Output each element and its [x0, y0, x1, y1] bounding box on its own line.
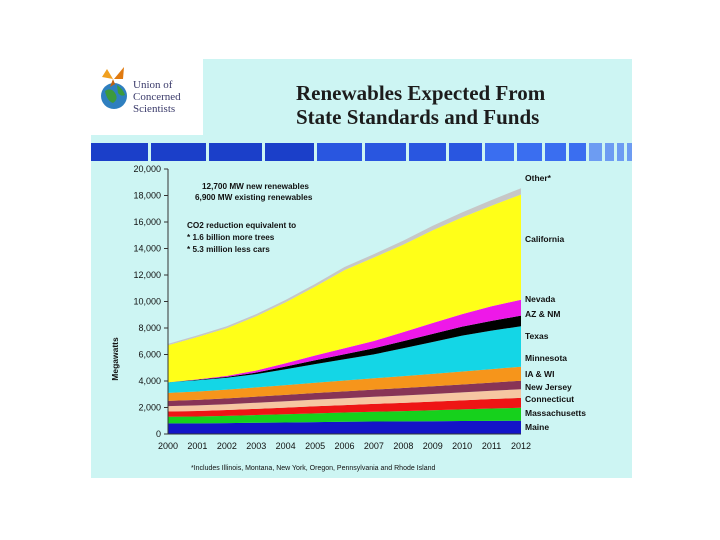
banner-block: [517, 143, 542, 161]
annotation-box: 12,700 MW new renewables 6,900 MW existi…: [187, 182, 313, 254]
x-tick-label: 2002: [217, 441, 237, 451]
y-tick-label: 12,000: [133, 270, 161, 280]
area-maine: [168, 420, 521, 434]
logo-line: Union of: [133, 79, 173, 91]
area-other: [168, 188, 521, 346]
banner-block: [589, 143, 602, 161]
logo-text: Union of Concerned Scientists: [133, 79, 201, 115]
x-tick-label: 2006: [334, 441, 354, 451]
series-label: IA & WI: [525, 369, 554, 379]
area-texas: [168, 326, 521, 393]
banner-block: [569, 143, 586, 161]
x-tick-label: 2010: [452, 441, 472, 451]
y-axis-label: Megawatts: [110, 337, 120, 381]
globe-butterfly-icon: [101, 67, 127, 109]
area-minnesota: [168, 366, 521, 401]
y-tick-label: 8,000: [138, 323, 161, 333]
series-label: Texas: [525, 331, 549, 341]
banner-block: [317, 143, 362, 161]
annotation-line: 6,900 MW existing renewables: [195, 193, 313, 202]
y-tick-label: 2,000: [138, 403, 161, 413]
banner-block: [265, 143, 314, 161]
slide-title: Renewables Expected From State Standards…: [296, 81, 616, 129]
banner-block: [409, 143, 446, 161]
annotation-line: * 1.6 billion more trees: [187, 233, 275, 242]
y-tick-label: 4,000: [138, 376, 161, 386]
logo-line: Concerned: [133, 91, 181, 103]
footnote: *Includes Illinois, Montana, New York, O…: [191, 465, 435, 472]
series-label: Massachusetts: [525, 408, 586, 418]
area-massachusetts: [168, 407, 521, 424]
x-tick-label: 2008: [393, 441, 413, 451]
y-tick-label: 20,000: [133, 164, 161, 174]
banner-block: [627, 143, 632, 161]
y-tick-label: 6,000: [138, 350, 161, 360]
title-line-1: Renewables Expected From: [296, 81, 546, 105]
x-tick-label: 2009: [423, 441, 443, 451]
banner-block: [617, 143, 624, 161]
banner-block: [605, 143, 614, 161]
annotation-line: * 5.3 million less cars: [187, 245, 270, 254]
series-label: Maine: [525, 422, 549, 432]
title-line-2: State Standards and Funds: [296, 105, 540, 129]
banner-block: [91, 143, 148, 161]
area-new-jersey: [168, 389, 521, 412]
chart: 0 2,000 4,000 6,000 8,000 10,000 12,000 14,000 1…: [91, 143, 632, 472]
series-labels: Maine Massachusetts Connecticut New Jersey I…: [525, 173, 586, 432]
x-tick-label: 2007: [364, 441, 384, 451]
annotation-line: 12,700 MW new renewables: [202, 182, 309, 191]
y-tick-label: 14,000: [133, 244, 161, 254]
area-california: [168, 194, 521, 383]
x-tick-label: 2011: [482, 441, 501, 451]
x-tick-label: 2001: [187, 441, 207, 451]
area-nevada: [168, 299, 521, 383]
y-tick-label: 16,000: [133, 217, 161, 227]
banner-block: [485, 143, 514, 161]
series-label: New Jersey: [525, 382, 572, 392]
x-tick-label: 2012: [511, 441, 531, 451]
area-layers: [168, 188, 521, 434]
series-label: California: [525, 234, 564, 244]
x-tick-label: 2003: [246, 441, 266, 451]
series-label: Other*: [525, 173, 552, 183]
y-tick-label: 10,000: [133, 297, 161, 307]
y-tick-label: 0: [156, 429, 161, 439]
series-label: Nevada: [525, 294, 556, 304]
banner-block: [365, 143, 406, 161]
series-label: AZ & NM: [525, 309, 560, 319]
banner-block: [209, 143, 262, 161]
area-ia-wi: [168, 380, 521, 407]
logo: Union of Concerned Scientists: [91, 59, 203, 135]
banner-block: [545, 143, 566, 161]
axes: 0 2,000 4,000 6,000 8,000 10,000 12,000 14,000 1…: [133, 164, 531, 451]
series-label: Connecticut: [525, 394, 574, 404]
logo-line: Scientists: [133, 103, 176, 115]
banner-strip: [91, 143, 632, 161]
x-tick-label: 2005: [305, 441, 325, 451]
annotation-line: CO2 reduction equivalent to: [187, 221, 296, 230]
y-tick-label: 18,000: [133, 191, 161, 201]
area-az-nm: [168, 315, 521, 383]
area-connecticut: [168, 397, 521, 417]
slide: Union of Concerned Scientists Renewables…: [91, 59, 632, 478]
series-label: Minnesota: [525, 353, 567, 363]
x-tick-label: 2004: [276, 441, 296, 451]
x-tick-label: 2000: [158, 441, 178, 451]
banner-block: [449, 143, 482, 161]
banner-block: [151, 143, 206, 161]
